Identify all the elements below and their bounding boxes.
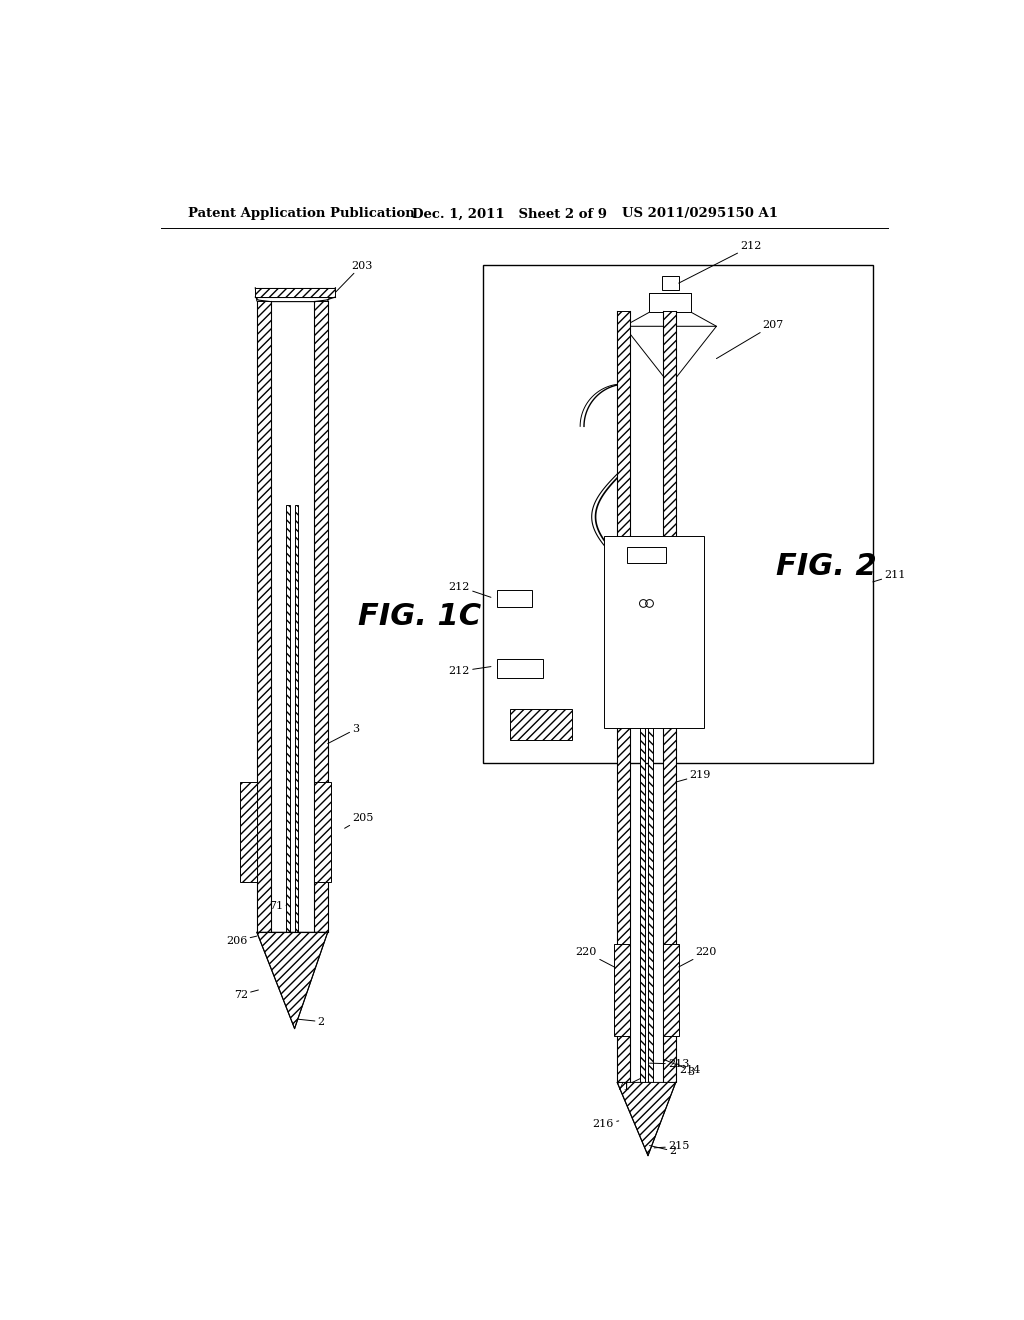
Polygon shape bbox=[624, 326, 717, 380]
Polygon shape bbox=[664, 312, 676, 1082]
Text: FIG. 1C: FIG. 1C bbox=[358, 602, 481, 631]
Polygon shape bbox=[240, 781, 257, 882]
Text: 214: 214 bbox=[664, 1059, 700, 1076]
Bar bbox=[604, 536, 705, 729]
Text: 3: 3 bbox=[328, 725, 359, 743]
Bar bbox=[649, 293, 691, 313]
Bar bbox=[497, 590, 531, 607]
Text: 205: 205 bbox=[345, 813, 374, 829]
Text: 203: 203 bbox=[336, 260, 372, 293]
Bar bbox=[628, 548, 666, 562]
Text: 220: 220 bbox=[575, 948, 614, 966]
Text: 220: 220 bbox=[679, 948, 717, 966]
Text: 3: 3 bbox=[676, 1063, 694, 1077]
Polygon shape bbox=[614, 944, 630, 1036]
Polygon shape bbox=[286, 506, 290, 932]
Polygon shape bbox=[640, 605, 645, 1082]
Text: 212: 212 bbox=[449, 582, 490, 598]
Polygon shape bbox=[255, 288, 336, 297]
Polygon shape bbox=[648, 605, 652, 1082]
Text: 213: 213 bbox=[649, 1059, 689, 1069]
Text: 71: 71 bbox=[615, 1078, 640, 1092]
Text: 212: 212 bbox=[679, 242, 762, 284]
Text: 211: 211 bbox=[872, 570, 906, 582]
Text: Patent Application Publication: Patent Application Publication bbox=[188, 207, 415, 220]
Polygon shape bbox=[313, 301, 328, 932]
Polygon shape bbox=[664, 944, 679, 1036]
Bar bbox=[313, 781, 331, 882]
Bar bbox=[662, 276, 679, 290]
Text: 2: 2 bbox=[649, 1146, 677, 1156]
Bar bbox=[497, 659, 544, 678]
Polygon shape bbox=[295, 506, 298, 932]
Text: 216: 216 bbox=[593, 1119, 618, 1129]
Bar bbox=[483, 265, 872, 763]
Text: 71: 71 bbox=[269, 902, 286, 911]
Text: 212: 212 bbox=[449, 667, 490, 676]
Polygon shape bbox=[617, 1082, 676, 1155]
Text: Dec. 1, 2011   Sheet 2 of 9: Dec. 1, 2011 Sheet 2 of 9 bbox=[412, 207, 606, 220]
Polygon shape bbox=[617, 312, 630, 1082]
Text: 2: 2 bbox=[298, 1016, 325, 1027]
Text: 219: 219 bbox=[676, 771, 711, 781]
Text: 206: 206 bbox=[226, 936, 257, 946]
Bar bbox=[510, 709, 571, 739]
Polygon shape bbox=[257, 301, 270, 932]
Text: FIG. 2: FIG. 2 bbox=[776, 552, 877, 581]
Text: 215: 215 bbox=[654, 1142, 689, 1151]
Text: 207: 207 bbox=[717, 319, 784, 359]
Text: US 2011/0295150 A1: US 2011/0295150 A1 bbox=[622, 207, 778, 220]
Text: 72: 72 bbox=[233, 990, 258, 999]
Polygon shape bbox=[257, 932, 328, 1028]
